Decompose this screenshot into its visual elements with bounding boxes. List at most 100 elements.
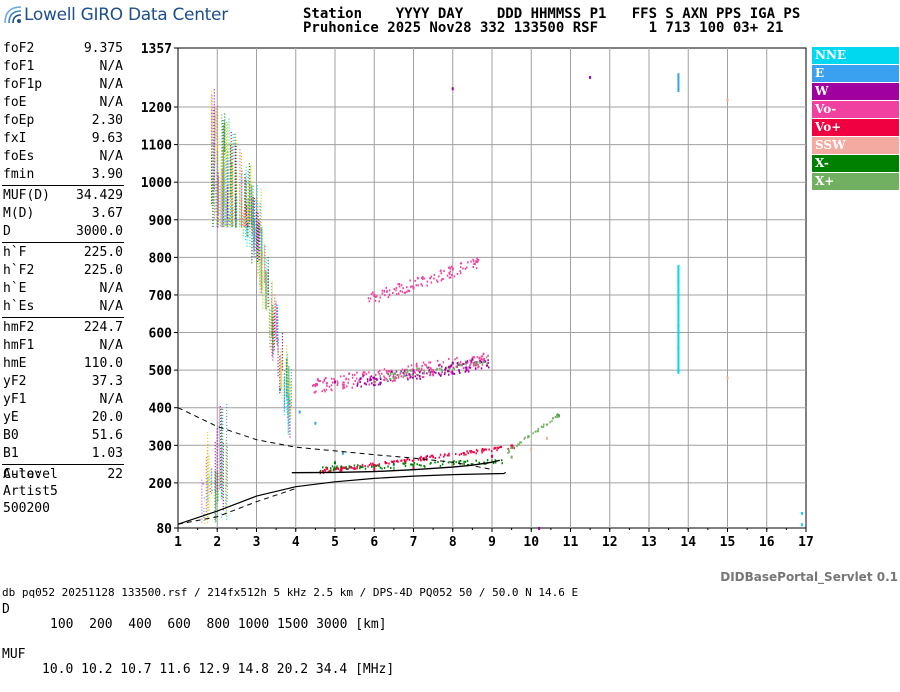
echo-dot	[528, 435, 530, 438]
echo-dot	[475, 267, 478, 270]
echo-dot	[481, 448, 483, 451]
param-divider	[2, 317, 124, 318]
echo-dot	[556, 413, 559, 416]
echo-dot	[459, 272, 462, 275]
echo-dot	[476, 360, 479, 363]
echo-dot	[407, 289, 409, 292]
echo-dot	[370, 378, 373, 381]
echo-dot	[450, 371, 452, 374]
echo-dot	[429, 456, 431, 459]
echo-dot	[342, 387, 344, 390]
echo-dot	[433, 274, 436, 277]
echo-dot	[392, 463, 395, 466]
echo-dot	[341, 383, 344, 386]
echo-dot	[423, 372, 426, 375]
y-tick-label: 300	[149, 439, 173, 454]
param-value: 225.0	[83, 245, 123, 260]
echo-dot	[400, 284, 403, 287]
echo-dot	[473, 364, 475, 367]
echo-dot	[475, 459, 477, 462]
echo-dot	[359, 380, 361, 383]
param-label: foF1p	[3, 77, 43, 92]
echo-dot	[441, 463, 444, 466]
y-tick-label: 800	[149, 251, 173, 266]
echo-dot	[453, 460, 455, 463]
echo-dot	[379, 378, 382, 381]
echo-dot	[421, 277, 424, 280]
param-row: M(D) 3.67	[0, 205, 126, 223]
echo-dot	[340, 468, 342, 471]
x-tick-label: 11	[563, 535, 579, 550]
echo-dot	[448, 272, 450, 275]
param-row: foE N/A	[0, 94, 126, 112]
echo-point	[412, 369, 415, 373]
echo-dot	[389, 377, 391, 380]
echo-dot	[366, 378, 369, 381]
echo-dot	[451, 274, 453, 277]
echo-dot	[412, 459, 415, 462]
echo-dot	[360, 385, 362, 388]
echo-dot	[439, 453, 442, 456]
echo-dot	[409, 285, 412, 288]
echo-dot	[375, 295, 378, 298]
echo-dot	[444, 366, 447, 369]
echo-dot	[377, 371, 380, 374]
profile-lower-dashed-curve	[177, 488, 296, 525]
param-value: 9.375	[83, 41, 123, 56]
echo-dot	[415, 373, 418, 376]
echo-dot	[362, 466, 364, 469]
echo-dot	[508, 448, 510, 451]
echo-dot	[325, 388, 328, 391]
echo-dot	[343, 383, 345, 386]
echo-dot	[401, 368, 404, 371]
echo-dot	[368, 464, 371, 467]
echo-dot	[448, 454, 450, 457]
param-label: C-level	[3, 467, 58, 482]
param-label: h`Es	[3, 299, 35, 314]
echo-dot	[400, 459, 402, 462]
echo-dot	[433, 277, 435, 280]
echo-dot	[449, 366, 452, 369]
echo-dot	[372, 376, 374, 379]
y-tick-label: 500	[149, 364, 173, 379]
echo-dot	[447, 266, 450, 269]
echo-dot	[426, 284, 428, 287]
echo-dot	[465, 363, 467, 366]
echo-dot	[390, 379, 392, 382]
echo-dot	[429, 367, 432, 370]
echo-dot	[494, 447, 497, 450]
echo-dot	[395, 460, 398, 463]
echo-dot	[397, 460, 399, 463]
echo-dot	[473, 451, 475, 454]
auto-version: 500200	[3, 501, 50, 516]
echo-dot	[410, 463, 412, 466]
param-value: N/A	[99, 77, 123, 92]
echo-dot	[393, 460, 395, 463]
echo-dot	[329, 467, 332, 470]
echo-dot	[470, 449, 473, 452]
echo-dot	[470, 360, 472, 363]
echo-dot	[369, 378, 372, 381]
footer-d-label: D	[2, 602, 10, 617]
param-value: 51.6	[91, 428, 123, 443]
param-row: foF1p N/A	[0, 76, 126, 94]
legend-item-x: X+	[812, 173, 899, 190]
echo-dot	[541, 425, 543, 428]
y-tick-label: 1000	[141, 176, 172, 191]
echo-dot	[416, 463, 419, 466]
param-label: yE	[3, 410, 19, 425]
echo-dot	[556, 414, 559, 417]
echo-dot	[487, 361, 489, 364]
echo-point	[726, 98, 729, 102]
echo-dot	[406, 370, 409, 373]
echo-dot	[477, 366, 479, 369]
param-row: yF1 N/A	[0, 391, 126, 409]
echo-point	[412, 463, 415, 467]
echo-dot	[510, 444, 513, 447]
echo-dot	[438, 364, 440, 367]
echo-point	[314, 384, 317, 388]
echo-dot	[469, 450, 471, 453]
echo-dot	[463, 462, 465, 465]
echo-dot	[427, 370, 430, 373]
echo-dot	[429, 373, 432, 376]
